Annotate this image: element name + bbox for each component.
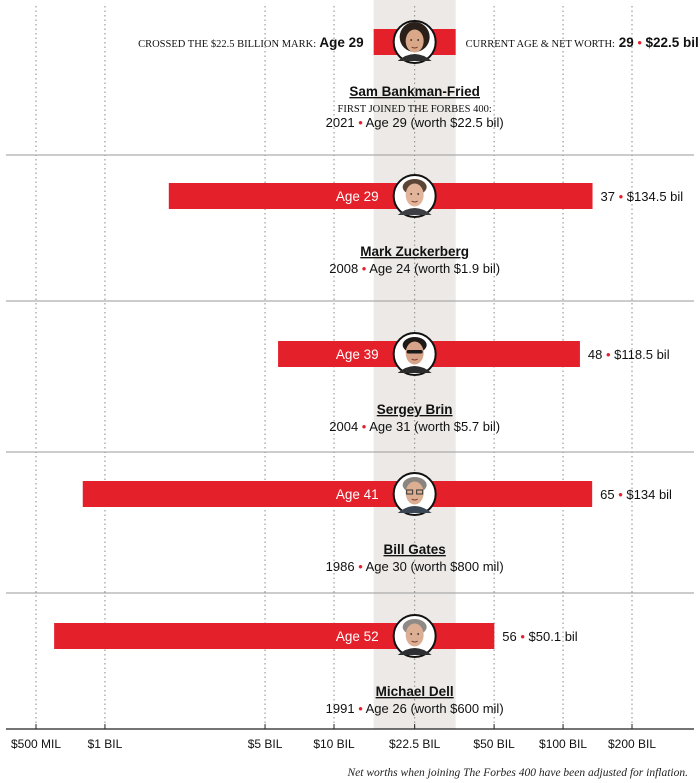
- x-tick-label: $200 BIL: [608, 737, 656, 751]
- person-row-bill-gates: Age 41 65 • $134 bil Bill Gates 1986 • Age …: [82, 472, 672, 574]
- separator-dot: •: [602, 347, 614, 362]
- person-name: Sergey Brin: [377, 402, 453, 417]
- current-age-label: 56: [502, 629, 516, 644]
- separator-dot: •: [358, 419, 369, 434]
- x-tick-label: $500 MIL: [11, 737, 61, 751]
- crossed-mark-header: CROSSED THE $22.5 BILLION MARK: Age 29: [138, 35, 364, 50]
- current-worth-label: $134 bil: [626, 487, 672, 502]
- join-detail: Age 24 (worth $1.9 bil): [369, 261, 500, 276]
- join-year: 1991: [326, 701, 355, 716]
- michael-dell-photo-icon: [392, 614, 437, 658]
- age-crossed-label: Age 41: [336, 487, 379, 502]
- separator-dot: •: [615, 487, 627, 502]
- join-info: 2008 • Age 24 (worth $1.9 bil): [329, 261, 500, 276]
- current-age-worth: 65 • $134 bil: [600, 487, 672, 502]
- join-info: 2021 • Age 29 (worth $22.5 bil): [326, 115, 504, 130]
- separator-dot: •: [517, 629, 529, 644]
- person-name: Mark Zuckerberg: [360, 244, 469, 259]
- current-worth-label: $134.5 bil: [627, 189, 683, 204]
- bar-bill-gates: [82, 481, 593, 507]
- separator-dot: •: [355, 559, 366, 574]
- join-year: 2008: [329, 261, 358, 276]
- mark-zuckerberg-photo-icon: [392, 174, 437, 218]
- x-tick-label: $22.5 BIL: [389, 737, 441, 751]
- person-row-sam-bankman-fried: CROSSED THE $22.5 BILLION MARK: Age 29 CU…: [138, 20, 699, 130]
- separator-dot: •: [615, 189, 627, 204]
- current-age-worth: 56 • $50.1 bil: [502, 629, 578, 644]
- bill-gates-photo-icon: [392, 472, 437, 516]
- separator-dot: •: [358, 261, 369, 276]
- person-name: Michael Dell: [376, 684, 454, 699]
- person-name: Sam Bankman-Fried: [349, 84, 480, 99]
- current-age-worth: 37 • $134.5 bil: [601, 189, 684, 204]
- separator-dot: •: [634, 35, 646, 50]
- join-info: 1991 • Age 26 (worth $600 mil): [326, 701, 504, 716]
- footnote: Net worths when joining The Forbes 400 h…: [346, 767, 688, 779]
- person-row-michael-dell: Age 52 56 • $50.1 bil Michael Dell 1991 • A…: [54, 614, 578, 716]
- axis-layer: $500 MIL $1 BIL $5 BIL $10 BIL $22.5 BIL $50 …: [6, 724, 694, 779]
- join-info: 2004 • Age 31 (worth $5.7 bil): [329, 419, 500, 434]
- crossed-mark-caption: CROSSED THE $22.5 BILLION MARK:: [138, 39, 316, 50]
- current-age-label: 37: [601, 189, 615, 204]
- current-worth-label: $50.1 bil: [529, 629, 578, 644]
- separator-dot: •: [355, 701, 366, 716]
- join-year: 2021: [326, 115, 355, 130]
- age-crossed-label: Age 52: [336, 629, 379, 644]
- current-worth-label: $118.5 bil: [614, 347, 670, 362]
- current-age-label: 65: [600, 487, 614, 502]
- current-age-worth: 48 • $118.5 bil: [588, 347, 670, 362]
- current-worth-label: $22.5 bil: [646, 35, 699, 50]
- join-detail: Age 31 (worth $5.7 bil): [369, 419, 500, 434]
- age-crossed-label: Age 29: [336, 189, 379, 204]
- person-name: Bill Gates: [384, 542, 446, 557]
- bar-mark-zuckerberg: [168, 183, 593, 209]
- x-tick-label: $10 BIL: [313, 737, 355, 751]
- x-tick-label: $50 BIL: [473, 737, 515, 751]
- current-age-header: CURRENT AGE & NET WORTH: 29 • $22.5 bil: [466, 35, 699, 50]
- current-age-label: 29: [615, 35, 634, 50]
- person-row-sergey-brin: Age 39 48 • $118.5 bil Sergey Brin 2004 • A…: [278, 332, 670, 434]
- join-year: 2004: [329, 419, 358, 434]
- current-age-caption: CURRENT AGE & NET WORTH:: [466, 39, 615, 50]
- sergey-brin-photo-icon: [392, 332, 437, 376]
- join-detail: Age 30 (worth $800 mil): [366, 559, 504, 574]
- x-tick-label: $1 BIL: [88, 737, 123, 751]
- rows-layer: CROSSED THE $22.5 BILLION MARK: Age 29 CU…: [54, 20, 699, 716]
- age-crossed-label: Age 39: [336, 347, 379, 362]
- x-tick-label: $5 BIL: [248, 737, 283, 751]
- x-tick-label: $100 BIL: [539, 737, 587, 751]
- sam-bankman-fried-photo-icon: [392, 20, 437, 64]
- join-info: 1986 • Age 30 (worth $800 mil): [326, 559, 504, 574]
- age-crossed-label: Age 29: [316, 35, 364, 50]
- join-detail: Age 26 (worth $600 mil): [366, 701, 504, 716]
- first-joined-caption: FIRST JOINED THE FORBES 400:: [338, 104, 492, 115]
- separator-dot: •: [355, 115, 366, 130]
- join-detail: Age 29 (worth $22.5 bil): [366, 115, 504, 130]
- current-age-label: 48: [588, 347, 602, 362]
- join-year: 1986: [326, 559, 355, 574]
